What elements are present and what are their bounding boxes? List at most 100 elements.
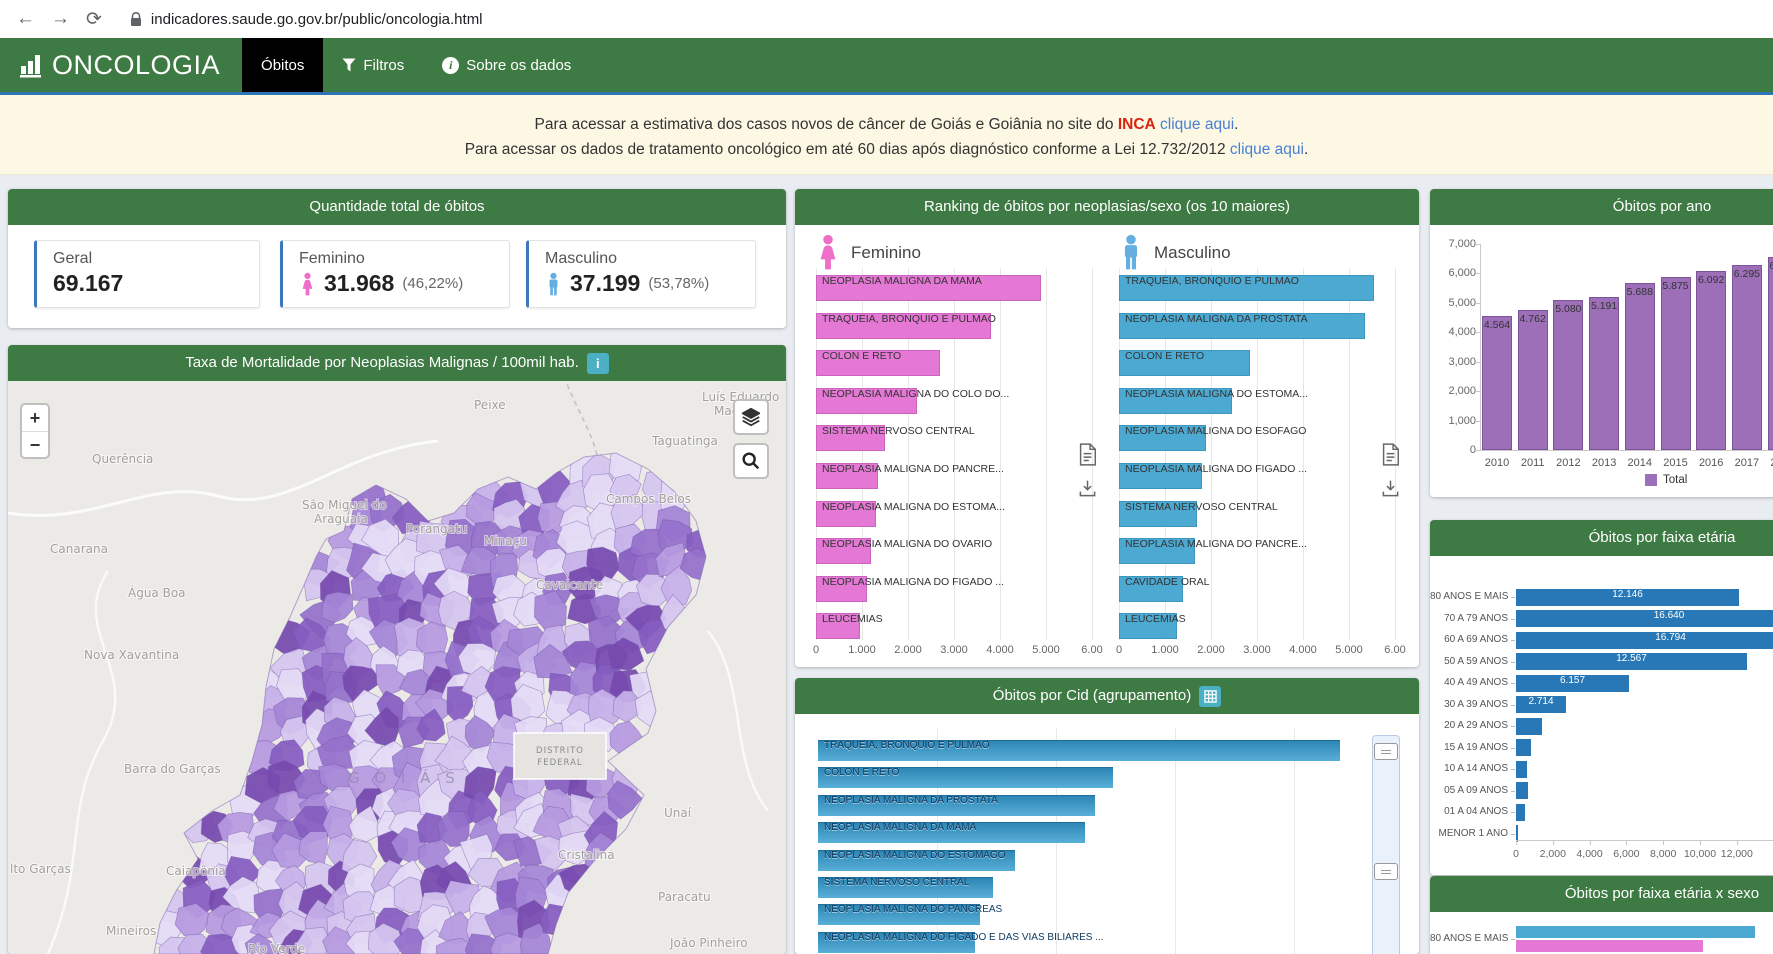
municipality-region[interactable]: [342, 665, 378, 702]
download-icon[interactable]: [1078, 479, 1097, 498]
bar[interactable]: [818, 822, 1085, 844]
gridline: [1092, 268, 1093, 640]
tab-obitos[interactable]: Óbitos: [242, 38, 324, 92]
bar[interactable]: [1516, 674, 1629, 692]
scrollbar-handle-top[interactable]: [1374, 743, 1398, 760]
bar[interactable]: [1516, 760, 1527, 778]
bar[interactable]: [1624, 283, 1655, 450]
bar[interactable]: [1119, 350, 1250, 377]
bar[interactable]: [818, 877, 993, 898]
municipality-region[interactable]: [437, 811, 470, 847]
bar-label: NEOPLASIA MALIGNA DA PROSTATA: [1125, 312, 1308, 325]
chart-scrollbar[interactable]: [1372, 735, 1400, 954]
map-layers-button[interactable]: [733, 399, 769, 435]
bar[interactable]: [816, 425, 885, 452]
document-icon[interactable]: [1381, 443, 1400, 466]
bar[interactable]: [1119, 425, 1206, 452]
bar[interactable]: [1660, 277, 1691, 450]
bar[interactable]: [1516, 825, 1518, 842]
bar[interactable]: [1517, 310, 1548, 450]
bar[interactable]: [1731, 265, 1762, 450]
inca-link[interactable]: clique aqui: [1160, 116, 1235, 133]
axis-tick: [1476, 273, 1481, 275]
municipality-region[interactable]: [416, 708, 446, 742]
bar[interactable]: [1516, 940, 1703, 952]
bar[interactable]: [1119, 275, 1374, 301]
bar[interactable]: [1553, 300, 1584, 450]
bar[interactable]: [816, 613, 860, 640]
bar[interactable]: [818, 794, 1095, 816]
map-search-button[interactable]: [733, 443, 769, 479]
municipality-region[interactable]: [493, 498, 525, 534]
bar[interactable]: [818, 849, 1015, 871]
axis-category-label: 10 A 14 ANOS: [1444, 763, 1508, 774]
bar-label: NEOPLASIA MALIGNA DA MAMA: [822, 275, 982, 287]
map-label: DISTRITO: [536, 746, 584, 756]
bar[interactable]: [1119, 575, 1183, 602]
map-label: Peixe: [474, 398, 506, 412]
bar[interactable]: [816, 500, 876, 527]
bar[interactable]: [1482, 316, 1512, 450]
municipality-region[interactable]: [244, 933, 280, 954]
bar[interactable]: [1516, 653, 1747, 670]
bar[interactable]: [818, 931, 975, 953]
bar[interactable]: [818, 904, 980, 926]
bar[interactable]: [1516, 739, 1531, 756]
municipality-region[interactable]: [321, 591, 354, 623]
bar[interactable]: [1516, 696, 1566, 713]
bar[interactable]: [818, 767, 1113, 789]
axis-tick: [1511, 640, 1515, 641]
chart-legend[interactable]: Total: [1645, 474, 1687, 486]
lei-link[interactable]: clique aqui: [1229, 141, 1304, 158]
bar[interactable]: [1696, 271, 1727, 450]
bar[interactable]: [816, 575, 867, 602]
bar[interactable]: [1119, 538, 1195, 565]
bar[interactable]: [1516, 631, 1773, 649]
reload-icon[interactable]: ⟳: [86, 8, 102, 30]
gridline: [1119, 268, 1120, 640]
scrollbar-handle-bottom[interactable]: [1374, 863, 1398, 880]
bar[interactable]: [1767, 257, 1773, 450]
cid-table-button[interactable]: [1199, 685, 1222, 707]
browser-toolbar: ← → ⟳ indicadores.saude.go.gov.br/public…: [0, 0, 1773, 39]
bar[interactable]: [1516, 588, 1739, 606]
bar[interactable]: [1119, 613, 1177, 640]
bar[interactable]: [816, 387, 917, 414]
tab-filtros[interactable]: Filtros: [323, 38, 423, 92]
bar[interactable]: [816, 463, 878, 489]
app-logo[interactable]: ONCOLOGIA: [18, 38, 220, 92]
municipality-region[interactable]: [607, 637, 645, 671]
bar[interactable]: [816, 275, 1041, 301]
bar-label: COLON E RETO: [822, 350, 902, 363]
bar[interactable]: [1119, 312, 1365, 339]
back-icon[interactable]: ←: [16, 8, 35, 29]
forward-icon[interactable]: →: [51, 8, 70, 29]
map-info-button[interactable]: i: [586, 352, 609, 374]
bar[interactable]: [1516, 610, 1773, 627]
choropleth-map[interactable]: DISTRITO FEDERAL G O I Á S Peixe Luís Eduard…: [8, 381, 786, 954]
bar[interactable]: [816, 350, 940, 377]
bar[interactable]: [816, 312, 991, 339]
address-bar[interactable]: indicadores.saude.go.gov.br/public/oncol…: [130, 11, 483, 28]
bar[interactable]: [816, 538, 871, 565]
municipality-region[interactable]: [607, 780, 643, 820]
municipality-region[interactable]: [679, 547, 716, 582]
tab-sobre-os-dados[interactable]: i Sobre os dados: [423, 38, 590, 92]
bar[interactable]: [1516, 803, 1525, 821]
bar[interactable]: [818, 740, 1340, 761]
download-icon[interactable]: [1381, 479, 1400, 498]
bar[interactable]: [1516, 926, 1755, 938]
bar[interactable]: [1119, 500, 1197, 527]
zoom-in-button[interactable]: +: [22, 405, 48, 432]
bar[interactable]: [1119, 387, 1232, 414]
bar[interactable]: [1589, 297, 1620, 450]
zoom-out-button[interactable]: −: [29, 435, 41, 455]
municipality-region[interactable]: [636, 573, 670, 609]
bar[interactable]: [1516, 717, 1542, 735]
bar[interactable]: [1516, 782, 1528, 799]
document-icon[interactable]: [1078, 443, 1097, 466]
municipality-region[interactable]: [446, 685, 474, 724]
bar[interactable]: [1119, 463, 1202, 489]
axis-tick: [1700, 840, 1701, 845]
